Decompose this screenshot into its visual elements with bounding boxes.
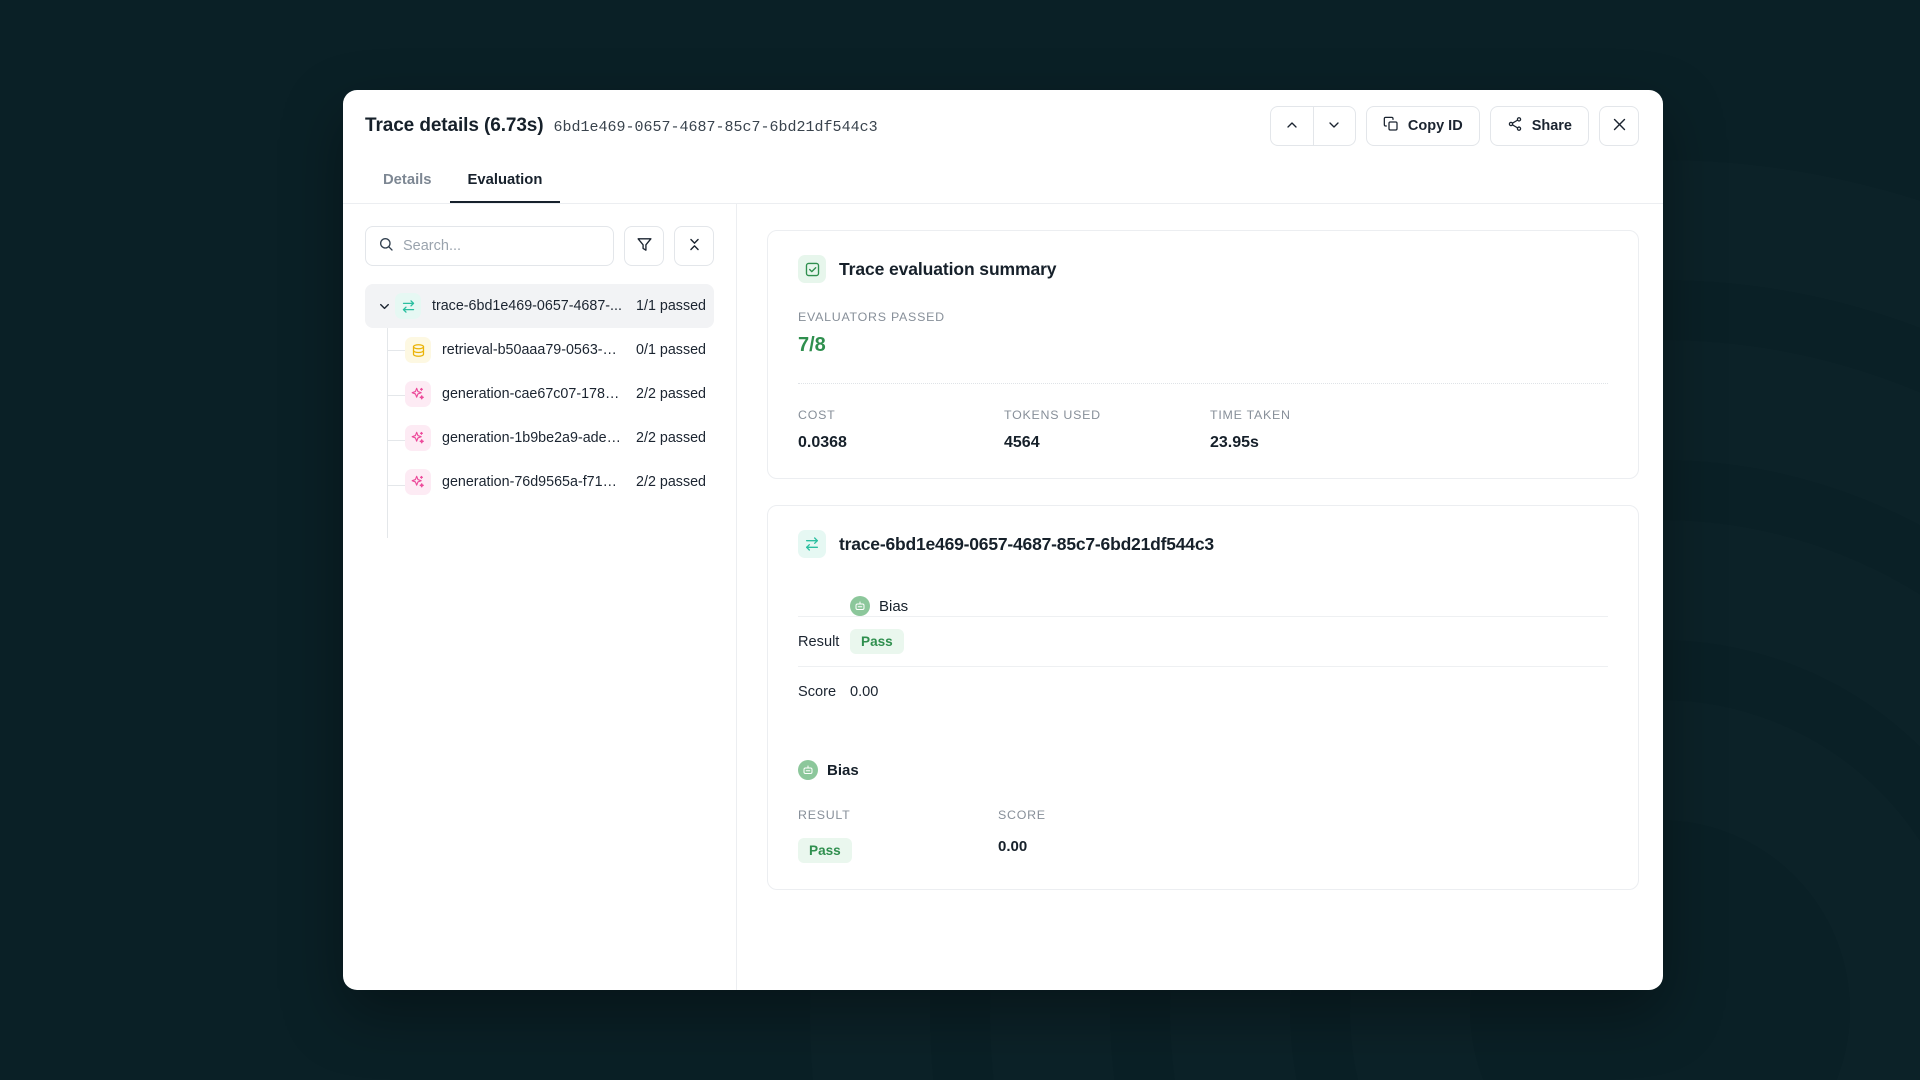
search-input[interactable] [403, 238, 601, 254]
trace-card-title: trace-6bd1e469-0657-4687-85c7-6bd21df544… [839, 533, 1214, 554]
summary-card-title: Trace evaluation summary [839, 258, 1057, 279]
tree-node-label: retrieval-b50aaa79-0563-41... [442, 342, 625, 358]
tree-connector-lines [387, 328, 407, 538]
share-button[interactable]: Share [1489, 106, 1589, 146]
evaluator-result-row: Result Pass [798, 616, 1608, 666]
tree-node-label: generation-1b9be2a9-ade3-... [442, 430, 625, 446]
bot-icon [798, 760, 818, 780]
trace-icon [395, 293, 421, 319]
search-icon [378, 236, 394, 257]
evaluator-name: Bias [827, 761, 859, 779]
close-button[interactable] [1599, 106, 1639, 146]
evaluators-passed-value: 7/8 [798, 334, 826, 356]
check-square-icon [798, 255, 826, 283]
column-header-score: SCORE [998, 808, 1046, 822]
sparkle-icon [405, 469, 431, 495]
tab-bar: Details Evaluation [343, 162, 1663, 204]
chevron-down-icon[interactable] [373, 299, 395, 314]
metric-value: 4564 [1004, 434, 1040, 451]
tree-row[interactable]: generation-1b9be2a9-ade3-... 2/2 passed [365, 416, 714, 460]
database-icon [405, 337, 431, 363]
chevron-up-icon [1284, 117, 1300, 136]
summary-metrics: COST 0.0368 TOKENS USED 4564 TIME TAKEN … [798, 408, 1608, 452]
modal-body: trace-6bd1e469-0657-4687-... 1/1 passed … [343, 204, 1663, 990]
title-group: Trace details (6.73s) 6bd1e469-0657-4687… [365, 115, 878, 137]
tree-node-status: 1/1 passed [636, 298, 706, 314]
copy-icon [1383, 116, 1399, 136]
tree-node-status: 2/2 passed [636, 474, 706, 490]
tree-row[interactable]: retrieval-b50aaa79-0563-41... 0/1 passed [365, 328, 714, 372]
share-label: Share [1531, 118, 1572, 134]
status-badge: Pass [850, 629, 904, 654]
tab-details[interactable]: Details [365, 162, 450, 203]
modal-header: Trace details (6.73s) 6bd1e469-0657-4687… [343, 90, 1663, 162]
trace-card-header: trace-6bd1e469-0657-4687-85c7-6bd21df544… [798, 530, 1608, 558]
evaluator-name: Bias [879, 597, 909, 615]
close-icon [1611, 116, 1628, 137]
result-label: Result [798, 633, 840, 650]
evaluators-passed-label: EVALUATORS PASSED [798, 310, 945, 324]
tree-node-label: generation-76d9565a-f71a-... [442, 474, 625, 490]
column-header-result: RESULT [798, 808, 851, 822]
collapse-all-button[interactable] [674, 226, 714, 266]
filter-button[interactable] [624, 226, 664, 266]
tree-node-status: 2/2 passed [636, 430, 706, 446]
tree-row[interactable]: trace-6bd1e469-0657-4687-... 1/1 passed [365, 284, 714, 328]
bot-icon [850, 596, 870, 616]
sparkle-icon [405, 425, 431, 451]
tree-node-label: trace-6bd1e469-0657-4687-... [432, 298, 622, 314]
metric-value: 23.95s [1210, 434, 1259, 451]
span-tree: trace-6bd1e469-0657-4687-... 1/1 passed … [365, 284, 714, 538]
metric-cost: COST 0.0368 [798, 408, 1004, 452]
score-value: 0.00 [850, 683, 879, 700]
nav-button-group [1269, 106, 1356, 146]
previous-button[interactable] [1271, 107, 1313, 145]
sidebar-toolbar [365, 226, 714, 266]
tree-node-status: 2/2 passed [636, 386, 706, 402]
trace-details-modal: Trace details (6.73s) 6bd1e469-0657-4687… [343, 90, 1663, 990]
summary-card-header: Trace evaluation summary [798, 255, 1608, 283]
tab-evaluation[interactable]: Evaluation [449, 162, 561, 203]
tree-row[interactable]: generation-cae67c07-178b-... 2/2 passed [365, 372, 714, 416]
header-actions: Copy ID Share [1269, 106, 1639, 146]
filter-icon [636, 236, 653, 256]
status-badge: Pass [798, 838, 852, 863]
trace-evaluator-card: trace-6bd1e469-0657-4687-85c7-6bd21df544… [767, 505, 1639, 890]
metric-tokens-used: TOKENS USED 4564 [1004, 408, 1210, 452]
search-box[interactable] [365, 226, 614, 266]
evaluation-main-panel: Trace evaluation summary EVALUATORS PASS… [737, 204, 1663, 990]
evaluator-table-header: RESULT SCORE [798, 808, 1608, 822]
tree-row[interactable]: generation-76d9565a-f71a-... 2/2 passed [365, 460, 714, 504]
tree-node-label: generation-cae67c07-178b-... [442, 386, 625, 402]
score-label: Score [798, 683, 837, 700]
cell-score: 0.00 [998, 838, 1028, 855]
trace-icon [798, 530, 826, 558]
chevron-down-icon [1326, 117, 1342, 136]
page-title: Trace details (6.73s) [365, 115, 544, 136]
copy-id-button[interactable]: Copy ID [1365, 106, 1480, 146]
metric-label: TOKENS USED [1004, 408, 1101, 422]
evaluator-score-row: Score 0.00 [798, 666, 1608, 716]
evaluator-table-row: Pass 0.00 [798, 838, 1608, 863]
metric-label: COST [798, 408, 836, 422]
metric-label: TIME TAKEN [1210, 408, 1291, 422]
copy-id-label: Copy ID [1407, 118, 1463, 134]
next-button[interactable] [1312, 107, 1355, 145]
evaluator-header: Bias [798, 596, 1608, 616]
evaluator-header: Bias [798, 760, 1608, 780]
metric-value: 0.0368 [798, 434, 847, 451]
sparkle-icon [405, 381, 431, 407]
cell-result: Pass [798, 838, 998, 863]
evaluation-sidebar: trace-6bd1e469-0657-4687-... 1/1 passed … [343, 204, 737, 990]
metric-time-taken: TIME TAKEN 23.95s [1210, 408, 1416, 452]
tree-node-status: 0/1 passed [636, 342, 706, 358]
share-icon [1507, 116, 1523, 136]
trace-id-text: 6bd1e469-0657-4687-85c7-6bd21df544c3 [553, 119, 878, 136]
divider [798, 383, 1608, 384]
chevrons-collapse-icon [686, 236, 703, 256]
trace-evaluation-summary-card: Trace evaluation summary EVALUATORS PASS… [767, 230, 1639, 479]
